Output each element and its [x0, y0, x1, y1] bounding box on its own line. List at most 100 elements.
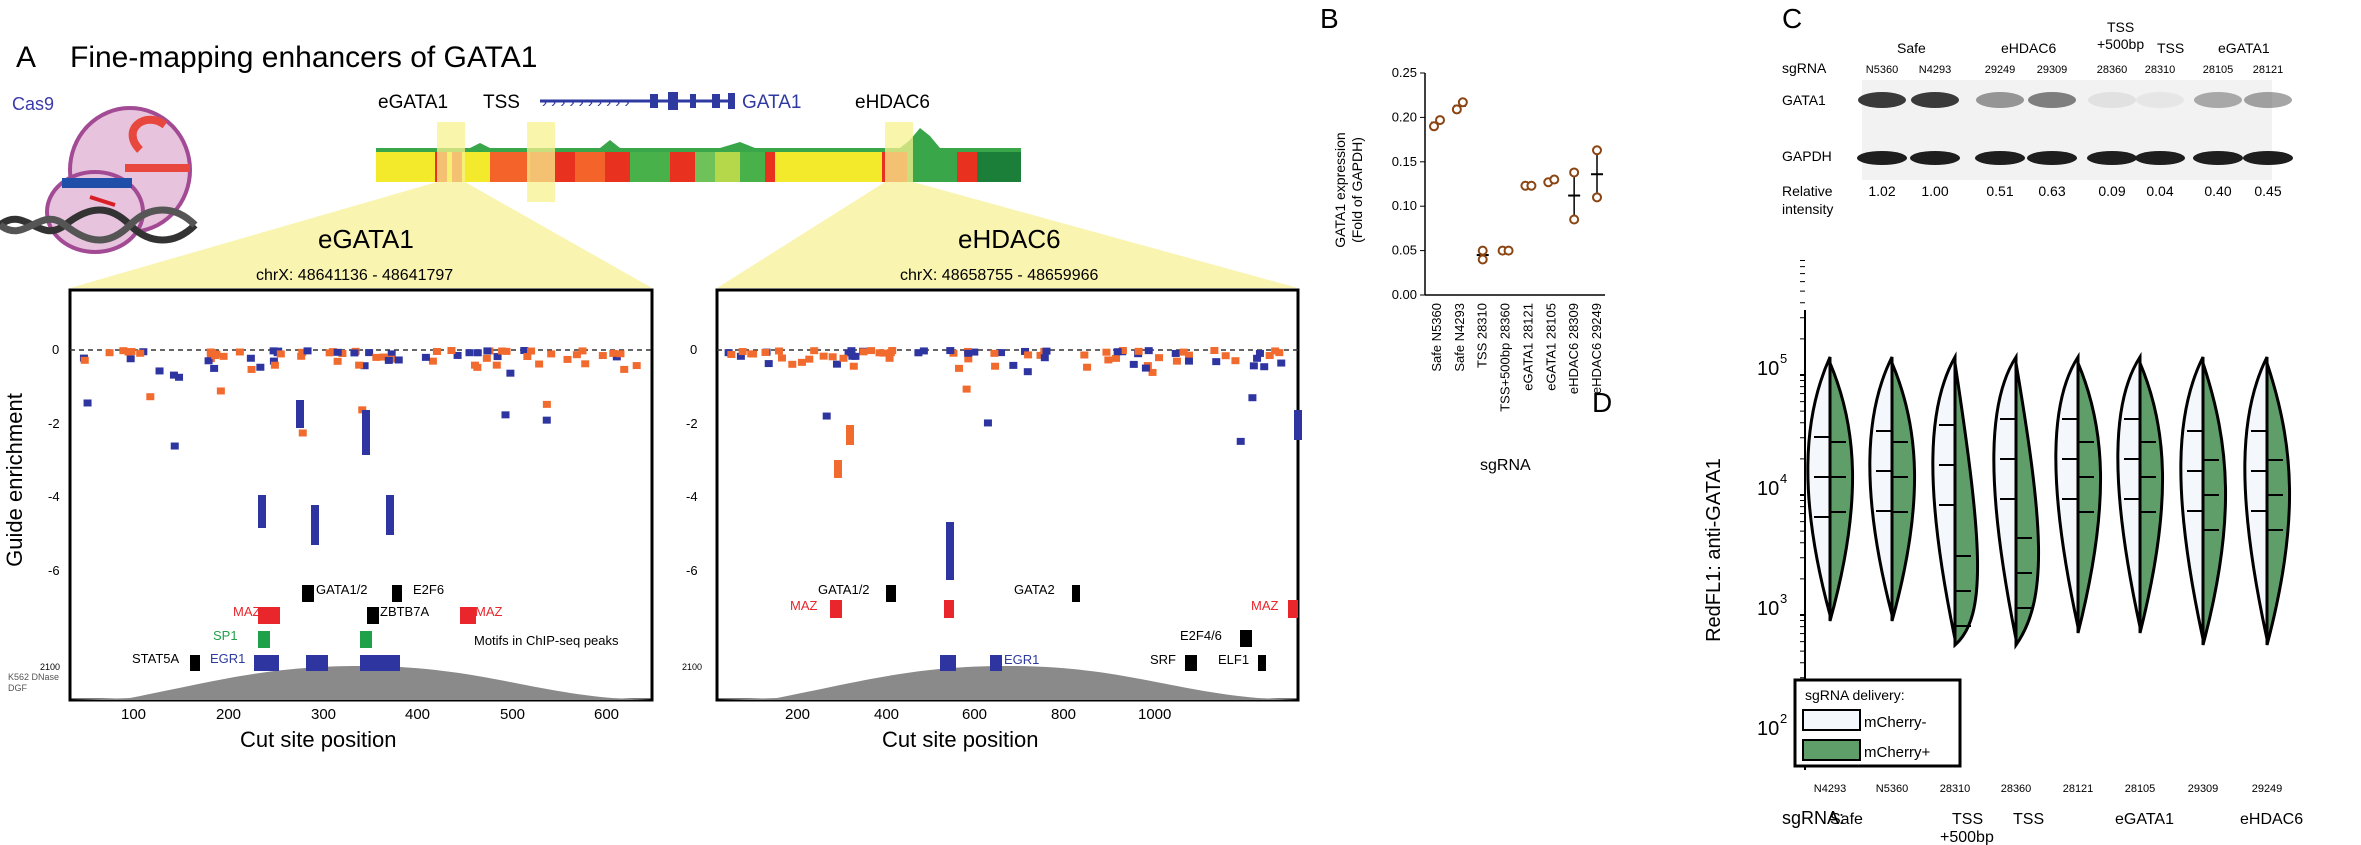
a-xlabel-left: Cut site position: [240, 727, 397, 752]
c-row-gata1: GATA1: [1782, 92, 1826, 108]
violin-mcherry-minus: [2054, 351, 2080, 628]
guide-point: [839, 354, 848, 362]
legend-title: sgRNA delivery:: [1805, 687, 1905, 703]
guide-point: [493, 353, 502, 361]
d-ytick-1e3-base: 10: [1757, 598, 1779, 620]
motif-box: [360, 655, 400, 671]
panel-c-label: C: [1782, 3, 1802, 34]
motif-box: [1072, 585, 1080, 602]
b-ytick-label: 0.10: [1392, 198, 1417, 213]
d-ytick-1e2-base: 10: [1757, 718, 1779, 740]
violin-mcherry-minus: [2116, 351, 2142, 628]
gapdh-band: [2243, 151, 2293, 165]
zoom-right-name: eHDAC6: [958, 224, 1061, 254]
guide-point: [206, 348, 215, 356]
guide-point: [983, 419, 992, 427]
guide-point: [80, 356, 89, 364]
strong-guide-hit: [834, 460, 842, 478]
c-group-500bp: +500bp: [2097, 36, 2144, 52]
a2-ytick-6: -6: [686, 563, 698, 578]
gata1-band: [2194, 92, 2242, 108]
b-ytick-label: 0.25: [1392, 65, 1417, 80]
guide-point: [542, 416, 551, 424]
guide-point: [847, 347, 856, 355]
guide-point: [365, 349, 374, 357]
guide-point: [298, 348, 307, 356]
d-lane-label: 28360: [2001, 783, 2032, 795]
d-ytick-1e2-exp: 2: [1780, 711, 1787, 726]
strong-guide-hit: [1294, 410, 1302, 440]
guide-point: [303, 347, 312, 355]
d-ytick-1e5-exp: 5: [1780, 351, 1787, 366]
a2-ytick-4: -4: [686, 489, 698, 504]
c-rel-label-2: intensity: [1782, 201, 1833, 217]
panel-d: D RedFL1: anti-GATA1 10 5 10 4 10 3 10 2…: [1592, 259, 2303, 845]
guide-point: [914, 349, 923, 357]
guide-point: [1253, 354, 1262, 362]
guide-point: [620, 365, 629, 373]
gapdh-band: [2027, 151, 2077, 165]
d-lane-label: N5360: [1876, 783, 1908, 795]
guide-point: [879, 349, 888, 357]
guide-point: [246, 354, 255, 362]
motif-right-gata12: GATA1/2: [818, 582, 870, 597]
motif-box: [944, 600, 954, 618]
b-category-label: TSS 28310: [1475, 303, 1490, 368]
a-xtick-l-600: 600: [594, 706, 619, 723]
gata1-band: [2028, 92, 2076, 108]
strong-guide-hit: [362, 410, 370, 455]
guide-point: [828, 353, 837, 361]
strong-guide-hit: [296, 400, 304, 428]
motif-box: [886, 585, 896, 602]
zoom-left-coords: chrX: 48641136 - 48641797: [256, 267, 453, 284]
legend-swatch-minus: [1802, 709, 1861, 731]
c-group-safe: Safe: [1897, 40, 1926, 56]
guide-point: [1271, 347, 1280, 355]
d-ytick-1e3-exp: 3: [1780, 591, 1787, 606]
guide-point: [333, 357, 342, 365]
panel-b: B GATA1 expression (Fold of GAPDH) sgRNA…: [1320, 3, 1605, 474]
gapdh-band: [1857, 151, 1907, 165]
a-ytick-2: -2: [48, 416, 60, 431]
a-xtick-l-300: 300: [311, 706, 336, 723]
guide-point: [774, 347, 783, 355]
motif-box: [990, 655, 1002, 671]
c-lane-label: 29249: [1985, 64, 2016, 76]
motif-left-zbtb7a: ZBTB7A: [380, 604, 429, 619]
a-dnase-tick-right: 2100: [682, 662, 702, 672]
a-ylabel: Guide enrichment: [2, 393, 27, 567]
panel-b-label: B: [1320, 3, 1339, 34]
motif-right-srf: SRF: [1150, 652, 1176, 667]
cas9-illustration: Cas9: [0, 94, 198, 254]
guide-point: [235, 348, 244, 356]
guide-point: [955, 364, 964, 372]
motif-right-egr1: EGR1: [1004, 652, 1039, 667]
b-ytick-label: 0.00: [1392, 287, 1417, 302]
a-xtick-r-600: 600: [962, 706, 987, 723]
motif-right-elf1: ELF1: [1218, 652, 1249, 667]
guide-point: [1231, 357, 1240, 365]
guide-point: [105, 349, 114, 357]
motif-right-e2f46: E2F4/6: [1180, 628, 1222, 643]
motif-box: [258, 631, 270, 648]
b-category-label: eHDAC6 28309: [1566, 303, 1581, 394]
c-lane-label: 28360: [2097, 64, 2128, 76]
c-sgrna-label: sgRNA: [1782, 60, 1827, 76]
guide-point: [428, 357, 437, 365]
guide-point: [797, 358, 806, 366]
motif-box: [360, 631, 372, 648]
guide-point: [155, 367, 164, 375]
guide-point: [1009, 361, 1018, 369]
guide-point: [805, 355, 814, 363]
guide-point: [1155, 354, 1164, 362]
violin-mcherry-minus: [1868, 356, 1894, 616]
guide-point: [298, 429, 307, 437]
b-category-label: eGATA1 28121: [1520, 303, 1535, 391]
b-ylabel-2: (Fold of GAPDH): [1349, 137, 1365, 243]
guide-point: [970, 348, 979, 356]
d-lane-label: 28121: [2063, 783, 2094, 795]
guide-point: [1118, 347, 1127, 355]
panel-a-title: Fine-mapping enhancers of GATA1: [70, 41, 537, 74]
d-ytick-1e5-base: 10: [1757, 358, 1779, 380]
b-category-label: Safe N4293: [1452, 303, 1467, 372]
